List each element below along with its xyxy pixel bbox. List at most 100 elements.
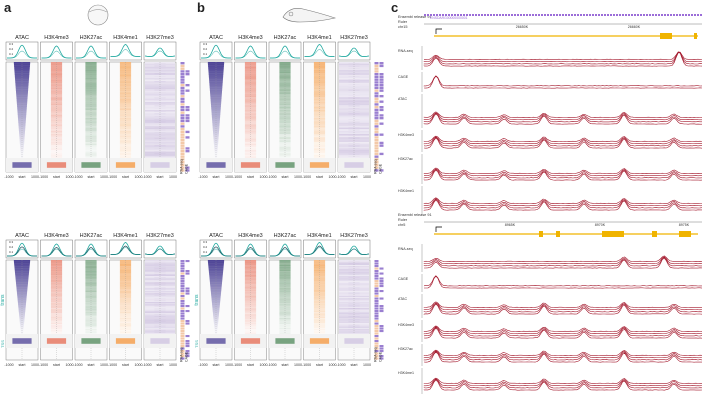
heatmap-row <box>213 138 219 141</box>
rnaseq-bar <box>374 292 379 295</box>
heatmap-bg-row <box>339 320 369 322</box>
cage-bar <box>185 267 190 270</box>
rnaseq-bar <box>180 355 185 358</box>
signal-track-line <box>423 167 703 174</box>
signal-track-line <box>423 350 703 359</box>
heatmap-row <box>85 300 97 303</box>
cage-bar <box>379 152 384 156</box>
rnaseq-bar <box>180 287 185 290</box>
heatmap-row <box>85 261 97 263</box>
cage-bar <box>379 163 384 167</box>
heatmap-row <box>313 90 326 93</box>
heatmap-row <box>85 274 97 277</box>
heatmap-bg-row <box>339 272 369 274</box>
rnaseq-bar <box>374 287 379 290</box>
rnaseq-bar <box>180 297 185 300</box>
heatmap-row <box>279 138 291 141</box>
rnaseq-bar <box>180 95 185 98</box>
heatmap-row <box>313 268 326 271</box>
heatmap-row <box>85 130 97 133</box>
heatmap-row <box>17 114 27 117</box>
column-title-h3k27ac: H3K27ac <box>274 35 297 41</box>
heatmap-bg-row <box>145 138 175 141</box>
cage-bar <box>185 147 190 150</box>
heatmap-row <box>279 132 291 135</box>
column-title-h3k27ac: H3K27ac <box>274 233 297 239</box>
rnaseq-bar <box>180 119 185 123</box>
cage-bar <box>379 332 384 335</box>
rnaseq-bar <box>374 342 379 345</box>
heatmap-row <box>14 264 30 267</box>
heatmap-row <box>14 68 30 71</box>
heatmap-row <box>85 316 97 319</box>
rnaseq-bar <box>374 355 379 358</box>
heatmap-row <box>279 284 291 287</box>
x-tick-label: start <box>282 363 289 367</box>
heatmap-row <box>119 319 132 321</box>
heatmap-row <box>19 140 25 143</box>
heatmap-row <box>279 278 291 280</box>
gene-exon <box>602 231 624 237</box>
heatmap-bg-row <box>339 108 369 111</box>
profile-tick-label: 0.1 <box>9 250 14 254</box>
cage-bar <box>185 111 190 114</box>
cage-bar <box>379 125 384 128</box>
heatmap-cluster2-band <box>12 338 32 344</box>
heatmap-row <box>279 330 291 332</box>
heatmap-row <box>279 271 291 273</box>
heatmap-row <box>279 156 291 159</box>
cage-bar <box>379 295 384 298</box>
heatmap-row <box>313 304 326 306</box>
rnaseq-bar <box>180 163 185 167</box>
heatmap-bg-row <box>145 280 175 283</box>
heatmap-row <box>85 322 97 325</box>
cage-bar <box>379 285 384 288</box>
gene-exon <box>679 231 691 237</box>
profile-tick-label: 0.1 <box>203 52 208 56</box>
heatmap-row <box>85 278 97 280</box>
heatmap-bg-row <box>339 146 369 149</box>
heatmap-row <box>20 148 24 151</box>
signal-track-line <box>423 75 703 87</box>
signal-track-line <box>423 113 702 125</box>
heatmap-row <box>85 106 97 109</box>
cage-bar <box>379 78 384 81</box>
heatmap-row <box>85 303 97 305</box>
heatmap-row <box>18 306 26 309</box>
heatmap-bg-row <box>145 92 175 95</box>
heatmap-row <box>50 303 63 305</box>
rnaseq-bar <box>180 292 185 295</box>
cage-bar <box>185 347 190 350</box>
heatmap-row <box>313 272 326 274</box>
heatmap-row <box>279 84 291 87</box>
cage-bar <box>379 322 384 325</box>
x-tick-label: -1000 <box>142 175 151 179</box>
cage-bar <box>185 357 190 360</box>
cage-bar <box>379 315 384 318</box>
heatmap-row <box>208 74 224 77</box>
profile-curve <box>304 49 335 57</box>
heatmap-row <box>313 82 326 85</box>
heatmap-row <box>119 316 132 319</box>
heatmap-row <box>119 140 132 143</box>
rnaseq-bar <box>180 122 185 125</box>
signal-track-line <box>423 52 703 67</box>
signal-track-line <box>423 135 703 142</box>
heatmap-row <box>279 100 291 103</box>
rnaseq-bar <box>374 262 379 265</box>
heatmap-row <box>209 84 223 87</box>
rnaseq-bar <box>374 106 379 109</box>
rnaseq-bar <box>180 260 185 263</box>
rnaseq-bar <box>180 141 185 145</box>
rnaseq-bar <box>180 84 185 87</box>
heatmap-row <box>50 330 63 332</box>
signal-track-line <box>424 257 703 269</box>
rnaseq-bar <box>180 108 185 112</box>
heatmap-row <box>50 74 63 77</box>
heatmap-row <box>15 280 29 283</box>
heatmap-row <box>244 306 257 309</box>
heatmap-row <box>211 297 221 299</box>
rnaseq-bar <box>180 128 185 131</box>
heatmap-row <box>119 262 132 264</box>
rnaseq-bar <box>180 352 185 355</box>
